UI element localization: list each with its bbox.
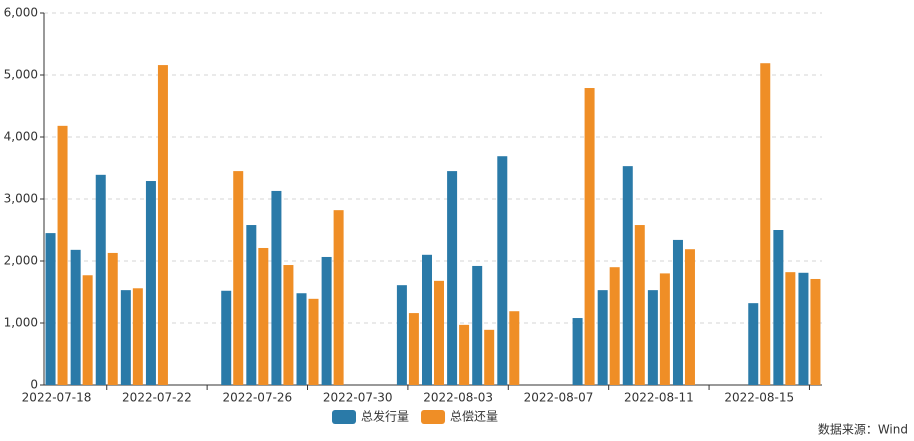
x-tick-label: 2022-07-26: [222, 391, 292, 405]
y-tick-label: 3,000: [4, 192, 38, 206]
x-tick-label: 2022-08-11: [624, 391, 694, 405]
bar: [57, 125, 68, 385]
bar: [70, 249, 81, 385]
bar: [422, 254, 432, 385]
x-tick-label: 2022-08-03: [423, 391, 493, 405]
y-tick-label: 6,000: [4, 6, 38, 20]
bar: [233, 171, 244, 385]
bar: [258, 247, 269, 385]
bar: [321, 256, 332, 385]
bar: [572, 318, 583, 385]
bar: [647, 290, 658, 385]
legend-swatch: [421, 410, 446, 424]
bar: [145, 181, 156, 385]
legend-label: 总偿还量: [450, 409, 498, 424]
bar: [434, 280, 444, 385]
x-tick-label: 2022-08-07: [524, 391, 594, 405]
x-tick-label: 2022-08-15: [724, 391, 794, 405]
bar: [509, 311, 520, 385]
bar: [810, 278, 821, 385]
legend-swatch: [332, 410, 356, 424]
bar: [472, 265, 483, 385]
bar: [246, 225, 257, 385]
bar: [760, 63, 771, 385]
bar: [271, 190, 282, 385]
bar: [95, 174, 106, 385]
bar: [684, 249, 695, 385]
bar: [484, 329, 495, 385]
y-tick-label: 2,000: [4, 254, 38, 268]
bar: [82, 275, 93, 385]
x-tick-label: 2022-07-18: [22, 391, 92, 405]
bar: [748, 303, 759, 385]
bar: [597, 290, 608, 385]
bar: [773, 230, 784, 385]
bar: [447, 171, 458, 385]
bar: [497, 156, 508, 385]
bar: [798, 272, 809, 385]
bar: [132, 288, 143, 385]
bar: [396, 285, 407, 385]
source-note: 数据来源：Wind: [818, 422, 908, 437]
bar: [107, 252, 118, 385]
bar: [333, 210, 344, 385]
bar: [584, 88, 595, 386]
y-tick-label: 0: [30, 378, 38, 392]
bar: [672, 239, 683, 385]
y-tick-label: 5,000: [4, 68, 38, 82]
bar: [221, 290, 232, 385]
bar: [283, 265, 294, 385]
legend-label: 总发行量: [361, 409, 409, 424]
bar: [296, 293, 307, 385]
x-tick-label: 2022-07-30: [323, 391, 393, 405]
bar: [408, 313, 419, 385]
y-tick-label: 4,000: [4, 130, 38, 144]
bar: [622, 166, 633, 385]
bar: [459, 324, 470, 385]
bar: [120, 290, 131, 385]
bar: [785, 272, 796, 385]
bar: [609, 267, 620, 385]
bar: [45, 233, 56, 385]
y-tick-label: 1,000: [4, 316, 38, 330]
bar: [308, 298, 319, 385]
bar: [157, 65, 168, 385]
bar: [659, 273, 670, 385]
bar: [634, 225, 645, 385]
x-tick-label: 2022-07-22: [122, 391, 192, 405]
